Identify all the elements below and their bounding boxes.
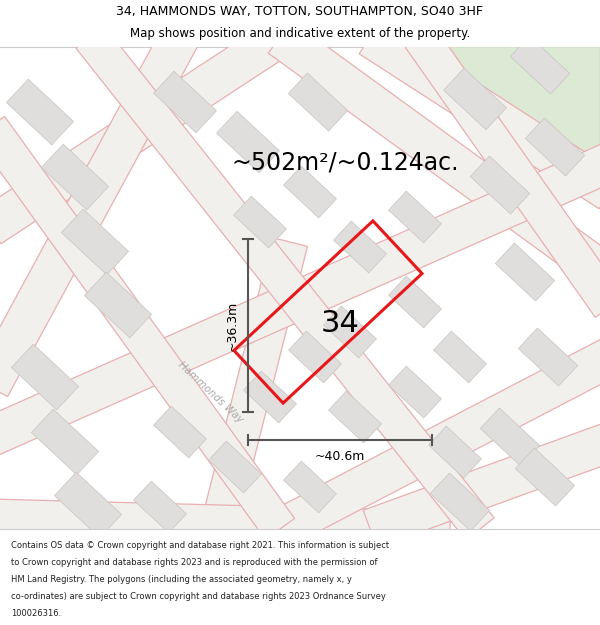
Polygon shape — [470, 156, 530, 214]
Text: ~36.3m: ~36.3m — [226, 301, 239, 351]
Polygon shape — [0, 116, 295, 539]
Polygon shape — [11, 344, 79, 410]
Polygon shape — [389, 276, 442, 328]
Polygon shape — [515, 448, 575, 506]
Polygon shape — [0, 28, 197, 396]
Polygon shape — [284, 166, 337, 218]
Polygon shape — [389, 366, 442, 418]
Text: ~502m²/~0.124ac.: ~502m²/~0.124ac. — [231, 150, 459, 174]
Polygon shape — [496, 243, 554, 301]
Polygon shape — [323, 306, 376, 358]
Polygon shape — [389, 191, 442, 243]
Polygon shape — [289, 73, 347, 131]
Polygon shape — [434, 331, 487, 383]
Polygon shape — [284, 461, 337, 513]
Polygon shape — [55, 472, 122, 538]
Text: 34: 34 — [320, 309, 359, 339]
Polygon shape — [244, 371, 296, 423]
Text: 34, HAMMONDS WAY, TOTTON, SOUTHAMPTON, SO40 3HF: 34, HAMMONDS WAY, TOTTON, SOUTHAMPTON, S… — [116, 5, 484, 18]
Polygon shape — [443, 68, 506, 130]
Polygon shape — [209, 441, 262, 493]
Polygon shape — [31, 409, 98, 475]
Polygon shape — [363, 423, 600, 548]
Polygon shape — [430, 473, 490, 531]
Polygon shape — [7, 79, 74, 145]
Polygon shape — [405, 27, 600, 318]
Polygon shape — [0, 144, 600, 455]
Polygon shape — [329, 391, 382, 443]
Text: 100026316.: 100026316. — [11, 609, 61, 618]
Text: Contains OS data © Crown copyright and database right 2021. This information is : Contains OS data © Crown copyright and d… — [11, 541, 389, 551]
Polygon shape — [61, 209, 128, 275]
Polygon shape — [268, 21, 600, 293]
Polygon shape — [0, 20, 291, 244]
Polygon shape — [0, 499, 451, 547]
Polygon shape — [289, 331, 341, 383]
Polygon shape — [334, 221, 386, 273]
Text: to Crown copyright and database rights 2023 and is reproduced with the permissio: to Crown copyright and database rights 2… — [11, 558, 377, 568]
Polygon shape — [526, 118, 584, 176]
Polygon shape — [76, 26, 494, 540]
Polygon shape — [428, 426, 481, 478]
Text: Map shows position and indicative extent of the property.: Map shows position and indicative extent… — [130, 28, 470, 41]
Polygon shape — [217, 111, 280, 173]
Polygon shape — [481, 408, 539, 466]
Text: ~40.6m: ~40.6m — [315, 451, 365, 464]
Polygon shape — [233, 196, 286, 248]
Polygon shape — [154, 71, 217, 132]
Text: HM Land Registry. The polygons (including the associated geometry, namely x, y: HM Land Registry. The polygons (includin… — [11, 575, 352, 584]
Polygon shape — [134, 481, 187, 533]
Polygon shape — [154, 406, 206, 458]
Text: co-ordinates) are subject to Crown copyright and database rights 2023 Ordnance S: co-ordinates) are subject to Crown copyr… — [11, 592, 386, 601]
Polygon shape — [271, 339, 600, 547]
Polygon shape — [200, 238, 307, 533]
Polygon shape — [359, 20, 600, 209]
Text: Hammonds Way: Hammonds Way — [176, 359, 244, 424]
Polygon shape — [85, 272, 152, 338]
Polygon shape — [511, 36, 569, 94]
Polygon shape — [41, 144, 109, 210]
Polygon shape — [390, 47, 600, 162]
Polygon shape — [518, 328, 578, 386]
